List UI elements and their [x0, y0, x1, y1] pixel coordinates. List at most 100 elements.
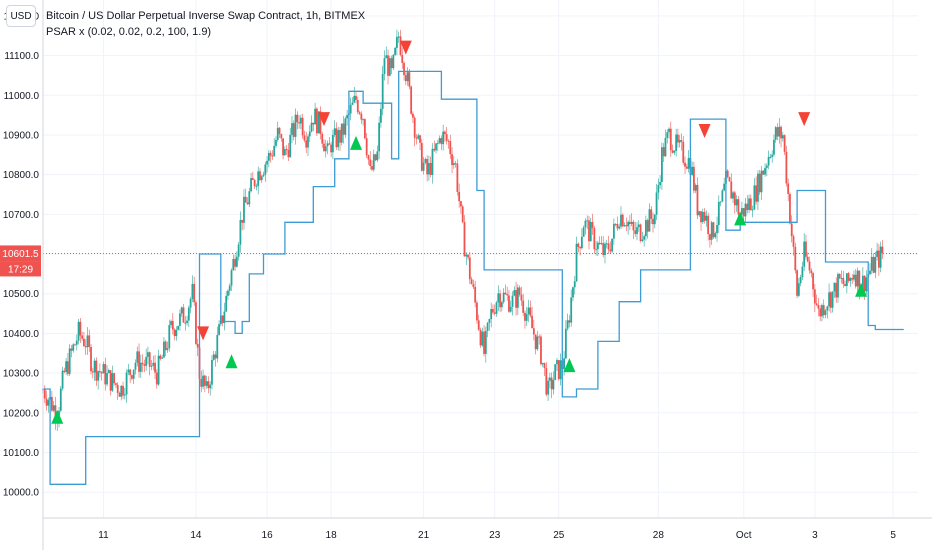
candle-body	[460, 201, 462, 207]
candle-body	[138, 351, 140, 372]
candle-body	[465, 254, 468, 257]
candle-body	[669, 128, 672, 151]
candle-body	[170, 321, 172, 326]
buy-signal-marker	[350, 135, 363, 150]
candle-body	[449, 141, 452, 155]
candle-body	[509, 306, 512, 312]
candle-body	[703, 211, 706, 221]
candle-body	[518, 287, 521, 295]
candle-body	[195, 302, 197, 344]
candle-body	[333, 128, 336, 136]
candle-body	[522, 300, 525, 313]
candle-body	[424, 159, 427, 163]
candle-body	[504, 292, 507, 295]
candle-body	[771, 154, 774, 157]
y-tick-label: 10100.0	[3, 448, 40, 459]
candle-body	[515, 290, 517, 308]
candle-body	[652, 218, 654, 225]
candle-body	[228, 285, 231, 291]
candle-body	[856, 270, 859, 287]
candle-body	[299, 117, 302, 124]
candle-body	[404, 75, 407, 82]
candle-body	[319, 111, 322, 134]
candle-body	[838, 274, 841, 279]
candle-body	[513, 290, 516, 296]
candle-body	[845, 273, 848, 287]
candle-body	[481, 331, 484, 346]
x-axis-ticks[interactable]: 11 14 16 18 21 23 25 28 Oct 3 5	[98, 530, 896, 541]
candle-body	[179, 313, 181, 326]
candle-body	[303, 135, 306, 141]
candle-body	[799, 277, 802, 284]
candle-body	[545, 368, 548, 395]
candle-body	[796, 270, 798, 296]
candle-body	[369, 159, 372, 167]
candle-body	[817, 304, 820, 309]
candle-body	[621, 214, 624, 227]
candle-body	[280, 134, 283, 139]
candle-body	[321, 133, 324, 144]
candle-body	[435, 143, 437, 151]
candle-body	[572, 287, 574, 298]
candle-body	[696, 184, 699, 216]
candle-body	[305, 140, 308, 148]
candle-body	[123, 394, 126, 396]
candle-body	[340, 123, 343, 143]
candle-body	[801, 266, 804, 278]
candle-body	[396, 36, 398, 48]
candle-body	[620, 214, 622, 227]
candle-body	[684, 162, 686, 167]
candle-body	[600, 243, 603, 245]
candle-body	[693, 166, 695, 191]
candle-body	[392, 54, 395, 69]
candle-body	[637, 224, 640, 228]
candle-body	[426, 159, 429, 175]
candle-body	[143, 364, 146, 366]
candle-body	[388, 58, 391, 76]
currency-button[interactable]: USD	[6, 5, 36, 27]
candle-body	[630, 221, 633, 224]
candle-body	[627, 221, 630, 227]
candle-body	[874, 256, 877, 273]
candle-body	[486, 322, 489, 331]
candle-body	[202, 375, 204, 387]
candle-body	[833, 282, 836, 292]
candle-body	[339, 130, 341, 143]
candle-body	[536, 336, 539, 350]
candle-body	[99, 371, 101, 373]
candle-body	[351, 102, 354, 105]
candle-body	[529, 307, 532, 316]
candle-body	[81, 335, 84, 339]
candle-body	[255, 185, 258, 187]
candle-body	[861, 275, 864, 293]
candle-body	[331, 135, 334, 153]
sell-signal-marker	[399, 40, 412, 55]
candle-body	[397, 36, 400, 38]
candle-body	[746, 203, 749, 210]
candle-body	[719, 201, 722, 203]
candlestick-series	[42, 29, 884, 431]
candle-body	[312, 122, 315, 125]
candle-body	[422, 162, 425, 171]
candle-body	[451, 154, 453, 165]
candle-body	[769, 156, 772, 158]
candle-body	[66, 361, 69, 374]
candle-body	[492, 309, 494, 313]
candle-body	[557, 360, 560, 380]
candle-body	[872, 256, 875, 273]
candle-body	[205, 381, 208, 386]
candle-body	[826, 306, 829, 311]
candle-body	[308, 131, 311, 137]
candle-body	[251, 178, 254, 180]
candle-body	[813, 289, 816, 304]
candle-body	[767, 156, 770, 166]
candle-body	[472, 284, 475, 287]
candle-body	[678, 140, 681, 143]
candle-body	[102, 364, 105, 374]
candle-body	[107, 370, 110, 374]
candle-body	[682, 141, 685, 163]
candle-body	[74, 344, 76, 346]
buy-signal-marker	[51, 409, 64, 424]
axes	[42, 0, 932, 550]
